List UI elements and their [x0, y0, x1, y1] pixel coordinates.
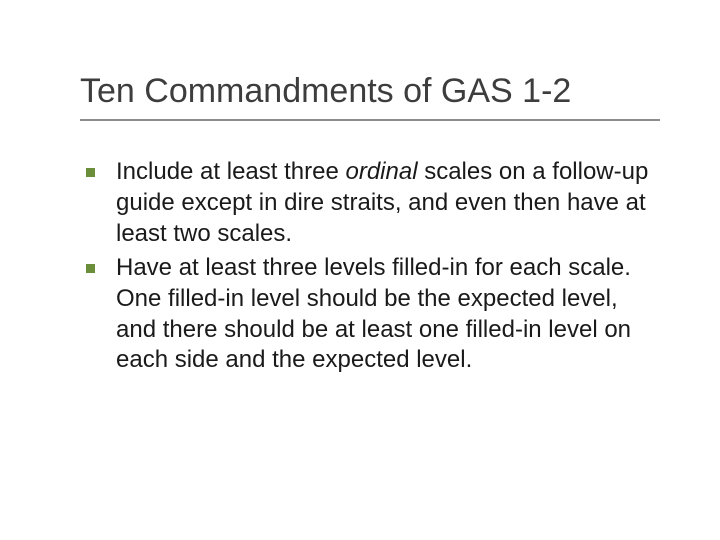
list-item-text: Have at least three levels filled-in for… — [116, 254, 631, 373]
square-bullet-icon — [86, 264, 95, 273]
slide: Ten Commandments of GAS 1-2 Include at l… — [0, 0, 720, 540]
title-underline — [80, 119, 660, 121]
bullet-list: Include at least three ordinal scales on… — [80, 157, 660, 376]
square-bullet-icon — [86, 168, 95, 177]
list-item: Have at least three levels filled-in for… — [80, 253, 660, 376]
list-item-text: Include at least three ordinal scales on… — [116, 158, 648, 246]
title-block: Ten Commandments of GAS 1-2 — [80, 72, 660, 121]
text-pre: Have at least three levels filled-in for… — [116, 254, 631, 373]
list-item: Include at least three ordinal scales on… — [80, 157, 660, 249]
text-pre: Include at least three — [116, 158, 345, 185]
slide-title: Ten Commandments of GAS 1-2 — [80, 72, 660, 117]
text-em: ordinal — [345, 158, 417, 185]
